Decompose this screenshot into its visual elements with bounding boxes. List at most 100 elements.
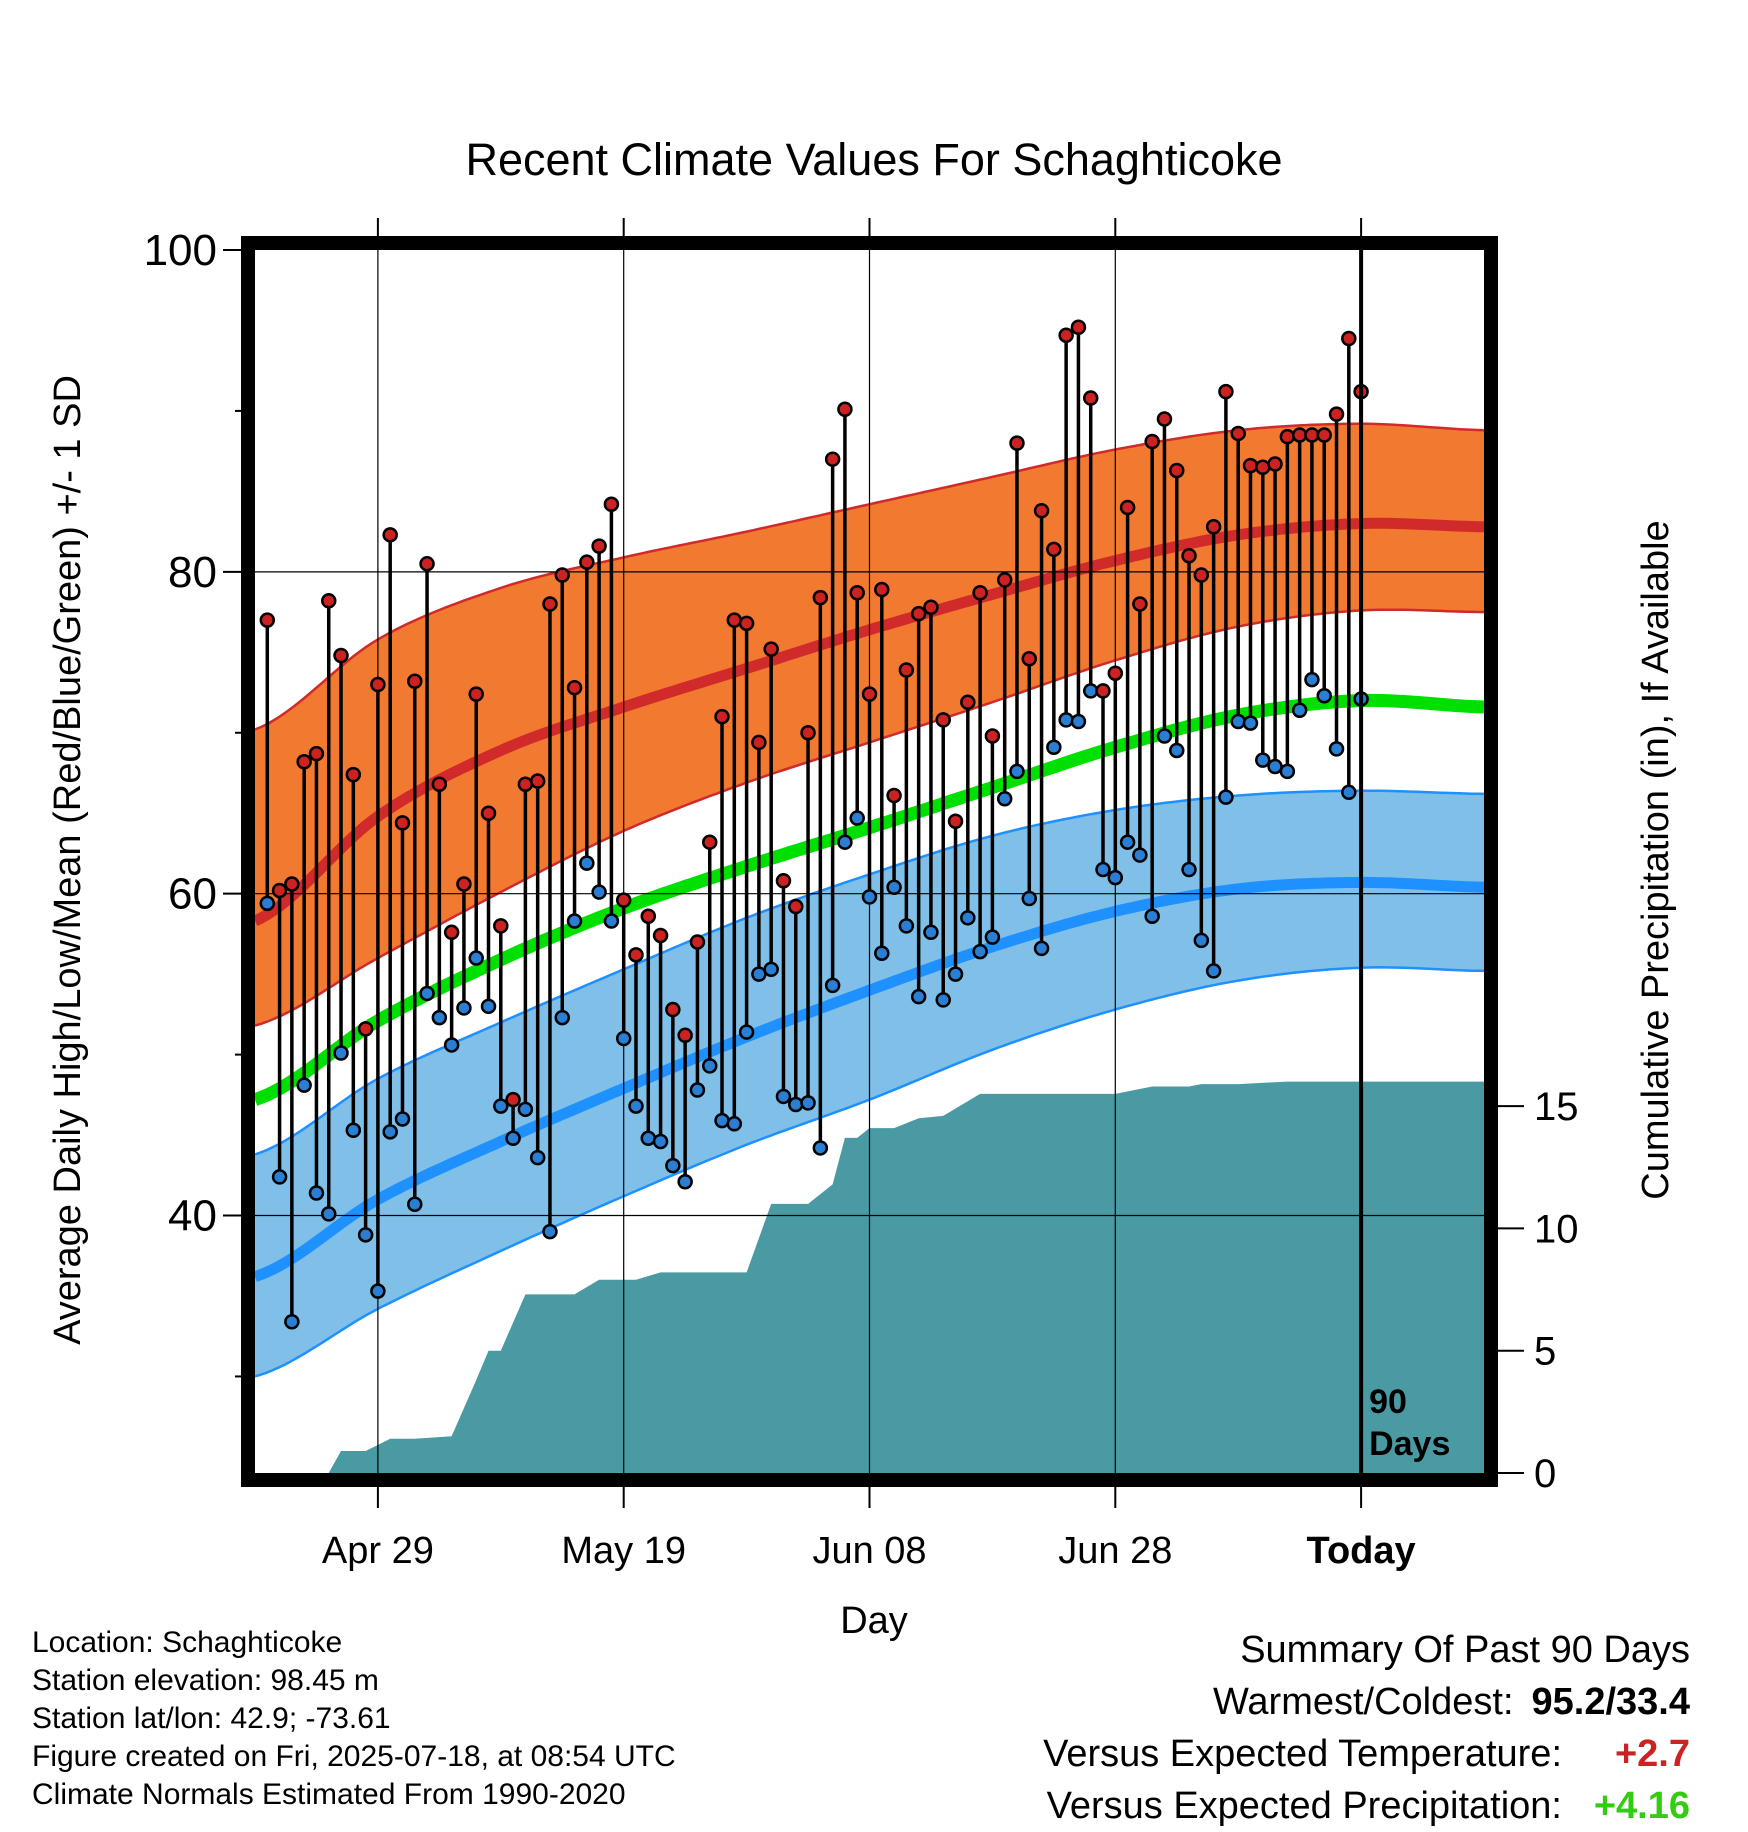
- daily-low-point: [996, 790, 1013, 807]
- daily-high-point: [407, 673, 423, 690]
- daily-high-point: [333, 647, 349, 664]
- daily-low-point: [824, 977, 841, 994]
- daily-low-point: [1291, 702, 1308, 718]
- daily-low-point: [788, 1096, 804, 1113]
- daily-high-point: [419, 556, 435, 572]
- daily-low-point: [812, 1140, 829, 1156]
- daily-high-point: [1070, 319, 1087, 335]
- daily-low-point: [357, 1227, 374, 1243]
- x-axis-label: Day: [840, 1600, 908, 1642]
- daily-high-point: [529, 773, 546, 789]
- daily-high-point: [689, 934, 706, 950]
- summary-temperature: Versus Expected Temperature: +2.7: [1043, 1728, 1690, 1780]
- daily-low-point: [628, 1098, 644, 1114]
- daily-low-point: [726, 1116, 743, 1132]
- daily-high-point: [751, 734, 767, 751]
- daily-low-point: [1304, 671, 1320, 688]
- daily-low-point: [407, 1196, 423, 1213]
- daily-low-point: [505, 1130, 521, 1147]
- daily-high-point: [984, 728, 1001, 744]
- daily-low-point: [714, 1112, 730, 1129]
- daily-low-point: [677, 1173, 693, 1190]
- daily-low-point: [1193, 932, 1210, 949]
- daily-low-point: [984, 929, 1001, 945]
- precip-anomaly-label: Versus Expected Precipitation:: [1046, 1785, 1562, 1827]
- daily-high-point: [1218, 383, 1234, 400]
- info-normals: Climate Normals Estimated From 1990-2020: [32, 1778, 626, 1811]
- daily-low-point: [652, 1133, 669, 1150]
- daily-high-point: [1169, 462, 1185, 479]
- daily-low-point: [1341, 784, 1357, 801]
- daily-low-point: [1181, 861, 1197, 878]
- daily-high-point: [1193, 567, 1210, 583]
- daily-low-point: [554, 1009, 570, 1026]
- summary-heading: Summary Of Past 90 Days: [1240, 1629, 1690, 1671]
- daily-high-point: [468, 686, 484, 702]
- daily-low-point: [837, 834, 853, 850]
- daily-high-point: [1144, 433, 1160, 450]
- daily-low-point: [689, 1082, 706, 1098]
- info-elevation: Station elevation: 98.45 m: [32, 1664, 379, 1697]
- daily-high-point: [579, 554, 595, 570]
- x-tick-label: Jun 08: [812, 1530, 926, 1572]
- daily-high-point: [345, 766, 362, 783]
- warmest-coldest-value: 95.2/33.4: [1531, 1681, 1690, 1723]
- y-tick-label: 40: [168, 1192, 217, 1241]
- daily-low-point: [763, 961, 779, 978]
- daily-high-point: [1255, 459, 1271, 475]
- daily-low-point: [1169, 742, 1185, 759]
- daily-high-point: [1058, 327, 1074, 344]
- daily-low-point: [1328, 741, 1345, 757]
- y2-axis-label: Cumulative Precipitation (in), If Availa…: [1635, 520, 1677, 1199]
- daily-high-point: [665, 1001, 681, 1018]
- daily-high-point: [1009, 435, 1025, 451]
- daily-high-point: [284, 876, 300, 892]
- y2-tick-label: 0: [1534, 1452, 1556, 1496]
- daily-high-point: [431, 776, 448, 793]
- daily-high-point: [1205, 519, 1222, 535]
- daily-low-point: [615, 1030, 632, 1047]
- daily-low-point: [308, 1185, 325, 1201]
- daily-high-point: [1082, 390, 1099, 406]
- daily-high-point: [726, 612, 743, 628]
- daily-high-point: [542, 596, 558, 612]
- daily-low-point: [431, 1009, 448, 1026]
- daily-low-point: [1021, 890, 1038, 907]
- daily-low-point: [874, 945, 890, 961]
- y-tick-label: 80: [168, 548, 217, 597]
- daily-low-point: [1255, 752, 1271, 768]
- daily-low-point: [1156, 728, 1173, 744]
- daily-high-point: [775, 873, 792, 889]
- daily-high-point: [640, 908, 657, 924]
- daily-high-point: [443, 924, 460, 941]
- daily-low-point: [1316, 688, 1332, 704]
- daily-high-point: [652, 927, 669, 944]
- daily-high-point: [493, 918, 509, 934]
- daily-high-point: [1156, 411, 1173, 427]
- daily-low-point: [370, 1283, 386, 1299]
- today-label-days: Days: [1369, 1425, 1450, 1463]
- daily-low-point: [1218, 789, 1234, 805]
- daily-high-point: [1328, 406, 1345, 422]
- daily-low-point: [898, 918, 915, 934]
- daily-high-point: [505, 1091, 521, 1108]
- daily-high-point: [910, 605, 927, 622]
- temp-anomaly-value: +2.7: [1614, 1733, 1690, 1775]
- daily-high-point: [382, 527, 398, 543]
- daily-high-point: [1107, 665, 1124, 681]
- temp-anomaly-label: Versus Expected Temperature:: [1043, 1733, 1562, 1775]
- daily-low-point: [1242, 715, 1259, 731]
- daily-low-point: [320, 1206, 337, 1222]
- x-tick-label: May 19: [561, 1530, 686, 1572]
- daily-high-point: [1230, 425, 1246, 442]
- daily-low-point: [271, 1169, 288, 1185]
- daily-low-point: [910, 988, 927, 1005]
- daily-low-point: [886, 879, 902, 895]
- daily-low-point: [1058, 712, 1074, 728]
- daily-high-point: [1119, 499, 1136, 516]
- daily-low-point: [382, 1124, 398, 1140]
- daily-high-point: [935, 712, 951, 728]
- daily-low-point: [579, 855, 595, 871]
- daily-high-point: [898, 662, 915, 678]
- daily-high-point: [837, 401, 853, 418]
